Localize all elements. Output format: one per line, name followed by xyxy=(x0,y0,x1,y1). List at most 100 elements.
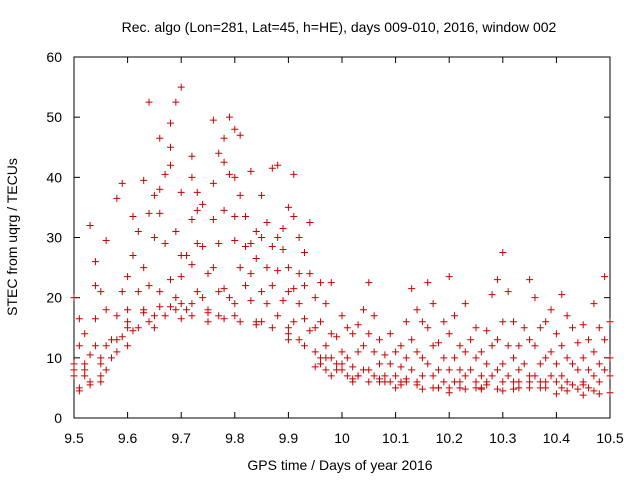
data-point xyxy=(284,330,292,338)
data-point xyxy=(166,276,174,284)
data-point xyxy=(97,360,105,368)
data-point xyxy=(102,342,110,350)
data-point xyxy=(274,234,282,241)
data-point xyxy=(467,366,475,374)
data-point xyxy=(81,360,89,368)
data-point xyxy=(258,191,266,199)
data-point xyxy=(558,342,566,350)
data-point xyxy=(306,218,314,226)
x-tick-label: 10 xyxy=(334,430,350,446)
data-point xyxy=(300,315,308,323)
data-point xyxy=(370,372,378,380)
x-tick-label: 9.8 xyxy=(225,430,245,446)
x-tick-label: 9.9 xyxy=(279,430,299,446)
data-point xyxy=(547,348,555,356)
data-point xyxy=(349,330,357,338)
data-point xyxy=(477,372,485,380)
y-tick-label: 0 xyxy=(54,410,62,426)
data-point xyxy=(601,273,609,281)
data-point xyxy=(91,258,99,266)
data-point xyxy=(97,372,105,380)
data-point xyxy=(161,312,169,320)
y-tick-label: 50 xyxy=(46,109,62,125)
data-point xyxy=(220,158,228,166)
data-point xyxy=(161,170,169,178)
data-point xyxy=(488,372,496,380)
data-point xyxy=(193,206,201,214)
data-point xyxy=(547,306,555,314)
data-point xyxy=(91,282,99,290)
data-point xyxy=(568,360,576,368)
data-point xyxy=(526,276,534,284)
data-point xyxy=(413,381,421,389)
data-point xyxy=(354,321,362,329)
data-point xyxy=(75,315,83,323)
data-point xyxy=(124,324,132,332)
data-point xyxy=(231,237,239,245)
data-point xyxy=(408,285,416,293)
data-point xyxy=(526,336,534,344)
data-point xyxy=(295,270,303,278)
data-point xyxy=(70,366,78,374)
data-point xyxy=(568,381,576,389)
data-point xyxy=(349,375,357,383)
data-point xyxy=(118,333,126,341)
data-point xyxy=(258,318,266,326)
data-point xyxy=(124,306,132,314)
data-point xyxy=(563,354,571,362)
data-point xyxy=(510,318,518,326)
data-point xyxy=(606,389,614,397)
data-point xyxy=(118,288,126,296)
data-point xyxy=(172,227,180,235)
data-point xyxy=(451,354,459,362)
data-point xyxy=(311,294,319,302)
data-point xyxy=(188,215,196,223)
data-point xyxy=(263,218,271,226)
data-point xyxy=(595,360,603,368)
data-point xyxy=(209,215,217,223)
data-point xyxy=(477,385,485,393)
data-point xyxy=(113,336,121,344)
data-point xyxy=(188,312,196,320)
data-point xyxy=(263,300,271,308)
data-point xyxy=(252,227,260,235)
data-point xyxy=(424,360,432,368)
data-point xyxy=(231,300,239,308)
data-point xyxy=(542,318,550,326)
data-point xyxy=(274,161,282,169)
data-point xyxy=(429,342,437,350)
data-point xyxy=(349,363,357,371)
data-point xyxy=(381,372,389,380)
data-point xyxy=(236,131,244,139)
chart-title: Rec. algo (Lon=281, Lat=45, h=HE), days … xyxy=(122,19,557,35)
data-point xyxy=(150,324,158,332)
y-tick-label: 10 xyxy=(46,350,62,366)
data-point xyxy=(322,366,330,374)
data-point xyxy=(231,312,239,320)
data-point xyxy=(579,381,587,389)
data-point xyxy=(188,152,196,160)
data-point xyxy=(177,315,185,323)
data-point xyxy=(542,354,550,362)
data-point xyxy=(161,240,169,248)
data-point xyxy=(552,378,560,386)
data-point xyxy=(247,270,255,278)
data-point xyxy=(338,360,346,368)
data-point xyxy=(595,378,603,386)
data-point xyxy=(306,270,314,278)
data-point xyxy=(236,191,244,199)
data-point xyxy=(456,366,464,374)
data-point xyxy=(118,179,126,187)
data-point xyxy=(542,378,550,386)
data-point xyxy=(317,318,325,326)
data-point xyxy=(606,318,614,326)
data-point xyxy=(536,360,544,368)
data-point xyxy=(322,300,330,308)
data-point xyxy=(413,306,421,314)
data-point xyxy=(333,333,341,341)
data-point xyxy=(290,318,298,326)
data-point xyxy=(493,276,501,284)
data-point xyxy=(552,330,560,338)
data-point xyxy=(397,342,405,350)
data-point xyxy=(434,384,442,392)
